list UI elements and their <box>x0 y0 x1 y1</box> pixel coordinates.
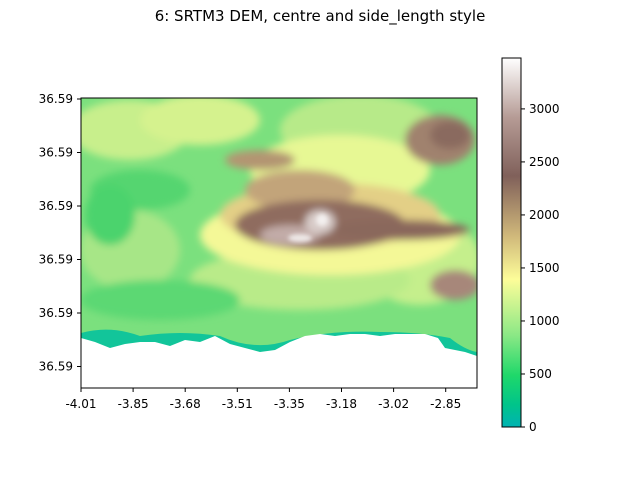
chart-title: 6: SRTM3 DEM, centre and side_length sty… <box>154 7 486 25</box>
colorbar-ticks: 0 500 1000 1500 2000 2500 3000 <box>521 102 560 434</box>
colorbar-tick-label: 2500 <box>529 155 560 169</box>
plot-frame <box>80 97 478 389</box>
x-tick-label: -4.01 <box>65 397 96 411</box>
x-tick-label: -3.85 <box>118 397 149 411</box>
x-tick-label: -2.85 <box>430 397 461 411</box>
y-tick-label: 36.59 <box>39 253 73 267</box>
dem-image <box>81 98 477 388</box>
y-tick-label: 36.59 <box>39 360 73 374</box>
colorbar-frame <box>501 57 522 428</box>
x-tick-label: -3.02 <box>378 397 409 411</box>
colorbar-tick-label: 0 <box>529 420 537 434</box>
colorbar-tick-label: 1000 <box>529 314 560 328</box>
y-ticks: 36.59 36.59 36.59 36.59 36.59 36.59 <box>39 92 81 374</box>
x-tick-label: -3.35 <box>274 397 305 411</box>
colorbar-tick-label: 3000 <box>529 102 560 116</box>
x-tick-label: -3.51 <box>222 397 253 411</box>
colorbar <box>502 58 521 427</box>
colorbar-tick-label: 1500 <box>529 261 560 275</box>
y-tick-label: 36.59 <box>39 92 73 106</box>
x-tick-label: -3.18 <box>326 397 357 411</box>
y-tick-label: 36.59 <box>39 306 73 320</box>
y-tick-label: 36.59 <box>39 199 73 213</box>
y-tick-label: 36.59 <box>39 146 73 160</box>
x-tick-label: -3.68 <box>170 397 201 411</box>
colorbar-tick-label: 500 <box>529 367 552 381</box>
x-ticks: -4.01 -3.85 -3.68 -3.51 -3.35 -3.18 -3.02 -2.85 <box>65 388 461 411</box>
colorbar-tick-label: 2000 <box>529 208 560 222</box>
